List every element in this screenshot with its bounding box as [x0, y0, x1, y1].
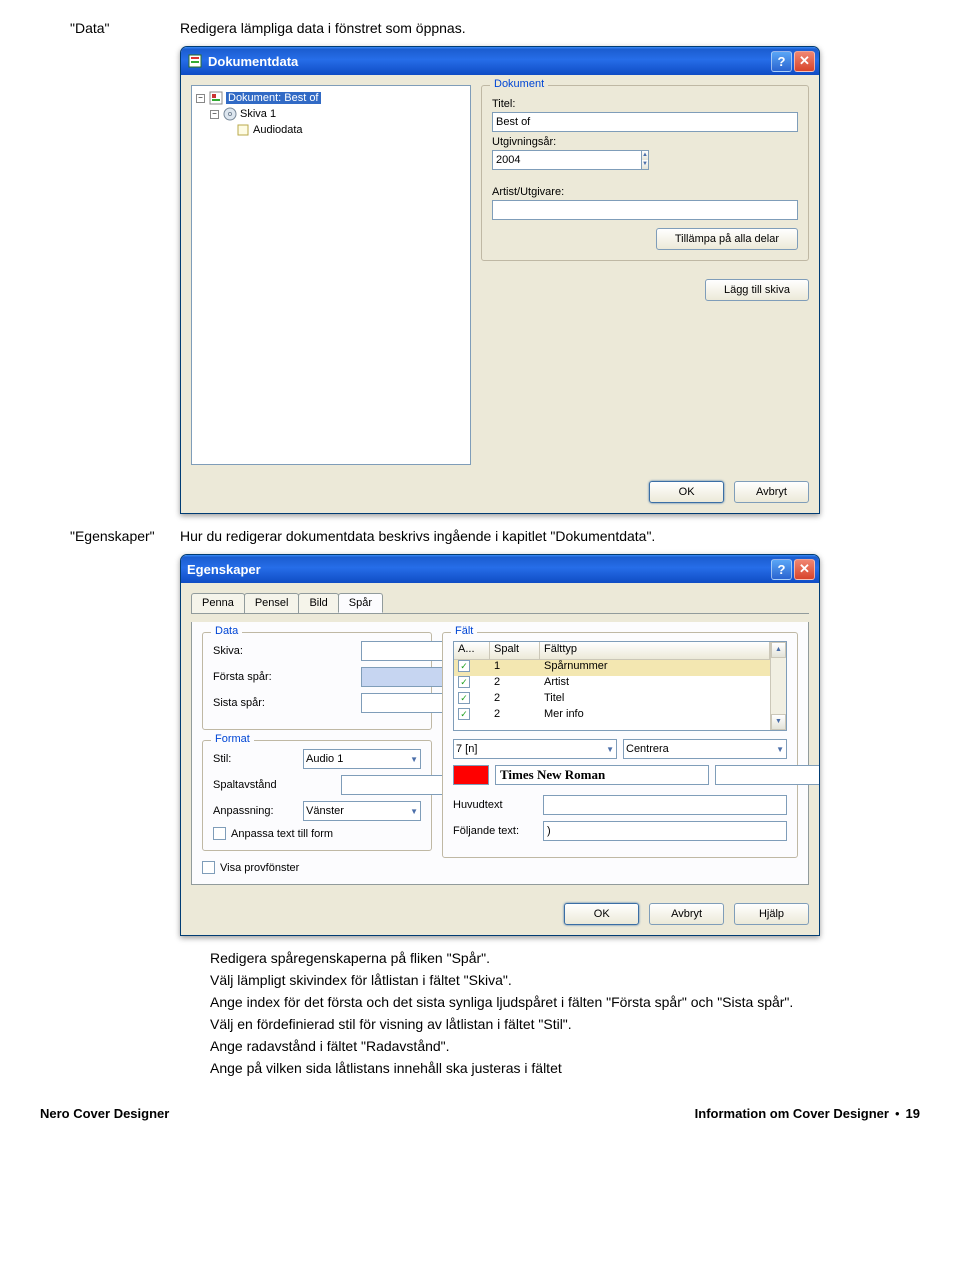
body-para-2: Välj lämpligt skivindex för låtlistan i … — [210, 972, 900, 988]
tree-node-document[interactable]: Dokument: Best of — [226, 92, 321, 104]
tab-penna[interactable]: Penna — [191, 593, 245, 613]
chevron-down-icon: ▼ — [776, 745, 784, 754]
help-button[interactable]: ? — [771, 51, 792, 72]
numfmt-select[interactable]: 7 [n]▼ — [453, 739, 617, 759]
egenskaper-title: Egenskaper — [187, 562, 261, 577]
year-spinner[interactable]: ▲▼ — [641, 150, 649, 170]
list-row[interactable]: ✓1Spårnummer — [454, 660, 770, 676]
ok-button[interactable]: OK — [564, 903, 639, 925]
dokumentdata-title: Dokumentdata — [208, 54, 298, 69]
document-legend: Dokument — [490, 78, 548, 90]
dokumentdata-titlebar: Dokumentdata ? ✕ — [181, 47, 819, 75]
doc-icon — [187, 53, 203, 69]
align-select[interactable]: Centrera▼ — [623, 739, 787, 759]
list-row[interactable]: ✓2Titel — [454, 692, 770, 708]
chevron-down-icon: ▼ — [410, 807, 418, 816]
fontsize-input[interactable] — [715, 765, 820, 785]
title-input[interactable] — [492, 112, 798, 132]
document-tree[interactable]: − Dokument: Best of − Skiva 1 Audiodata — [191, 85, 471, 465]
anpass-select[interactable]: Vänster▼ — [303, 801, 421, 821]
data-legend: Data — [211, 625, 242, 637]
huvud-label: Huvudtext — [453, 799, 543, 811]
document-fieldset: Dokument Titel: Utgivningsår: ▲▼ Artist/… — [481, 85, 809, 261]
dokumentdata-window: Dokumentdata ? ✕ − Dokument: Best of − S… — [180, 46, 820, 514]
forsta-label: Första spår: — [213, 671, 303, 683]
folj-label: Följande text: — [453, 825, 543, 837]
list-header: A... Spalt Fälttyp — [454, 642, 770, 660]
cancel-button[interactable]: Avbryt — [649, 903, 724, 925]
skiva-label: Skiva: — [213, 645, 303, 657]
tree-node-audiodata[interactable]: Audiodata — [253, 124, 303, 136]
body-para-4: Välj en fördefinierad stil för visning a… — [210, 1016, 900, 1032]
footer-right: Information om Cover Designer•19 — [695, 1106, 920, 1121]
egenskaper-titlebar: Egenskaper ? ✕ — [181, 555, 819, 583]
color-swatch[interactable] — [453, 765, 489, 785]
anpassa-checkbox[interactable]: Anpassa text till form — [213, 827, 421, 840]
tree-expand-icon[interactable]: − — [210, 110, 219, 119]
title-label: Titel: — [492, 98, 798, 110]
help-button[interactable]: Hjälp — [734, 903, 809, 925]
tab-bild[interactable]: Bild — [298, 593, 338, 613]
body-para-6: Ange på vilken sida låtlistans innehåll … — [210, 1060, 900, 1076]
field-listbox[interactable]: A... Spalt Fälttyp ✓1Spårnummer✓2Artist✓… — [453, 641, 787, 731]
tree-expand-icon[interactable]: − — [196, 94, 205, 103]
egenskaper-window: Egenskaper ? ✕ Penna Pensel Bild Spår Da… — [180, 554, 820, 936]
year-label: Utgivningsår: — [492, 136, 798, 148]
body-para-5: Ange radavstånd i fältet "Radavstånd". — [210, 1038, 900, 1054]
sista-label: Sista spår: — [213, 697, 303, 709]
anpass-label: Anpassning: — [213, 805, 303, 817]
disc-icon — [223, 107, 237, 121]
doc-text-data: Redigera lämpliga data i fönstret som öp… — [180, 20, 920, 36]
tab-pensel[interactable]: Pensel — [244, 593, 300, 613]
visa-checkbox[interactable]: Visa provfönster — [202, 861, 432, 874]
artist-label: Artist/Utgivare: — [492, 186, 798, 198]
apply-all-button[interactable]: Tillämpa på alla delar — [656, 228, 798, 250]
huvud-input[interactable] — [543, 795, 787, 815]
doc-text-hur: Hur du redigerar dokumentdata beskrivs i… — [180, 528, 920, 544]
list-row[interactable]: ✓2Artist — [454, 676, 770, 692]
format-legend: Format — [211, 733, 254, 745]
tree-node-disc[interactable]: Skiva 1 — [240, 108, 276, 120]
falt-legend: Fält — [451, 625, 477, 637]
ok-button[interactable]: OK — [649, 481, 724, 503]
tab-spar[interactable]: Spår — [338, 593, 383, 613]
stil-label: Stil: — [213, 753, 303, 765]
year-input[interactable] — [492, 150, 641, 170]
close-button[interactable]: ✕ — [794, 559, 815, 580]
property-tabs: Penna Pensel Bild Spår — [191, 593, 809, 614]
chevron-down-icon: ▼ — [410, 755, 418, 764]
body-para-1: Redigera spåregenskaperna på fliken "Spå… — [210, 950, 900, 966]
add-disc-button[interactable]: Lägg till skiva — [705, 279, 809, 301]
doc-label-data: "Data" — [40, 20, 180, 36]
artist-input[interactable] — [492, 200, 798, 220]
audiodata-icon — [236, 123, 250, 137]
list-row[interactable]: ✓2Mer info — [454, 708, 770, 724]
stil-select[interactable]: Audio 1▼ — [303, 749, 421, 769]
body-para-3: Ange index för det första och det sista … — [210, 994, 900, 1010]
close-button[interactable]: ✕ — [794, 51, 815, 72]
doc-label-egenskaper: "Egenskaper" — [40, 528, 180, 544]
chevron-down-icon: ▼ — [606, 745, 614, 754]
doc-tree-icon — [209, 91, 223, 105]
folj-input[interactable] — [543, 821, 787, 841]
list-scrollbar[interactable]: ▲▼ — [770, 642, 786, 730]
footer-left: Nero Cover Designer — [40, 1106, 169, 1121]
spalt-label: Spaltavstånd — [213, 779, 303, 791]
font-display[interactable]: Times New Roman — [495, 765, 709, 785]
help-button[interactable]: ? — [771, 559, 792, 580]
cancel-button[interactable]: Avbryt — [734, 481, 809, 503]
